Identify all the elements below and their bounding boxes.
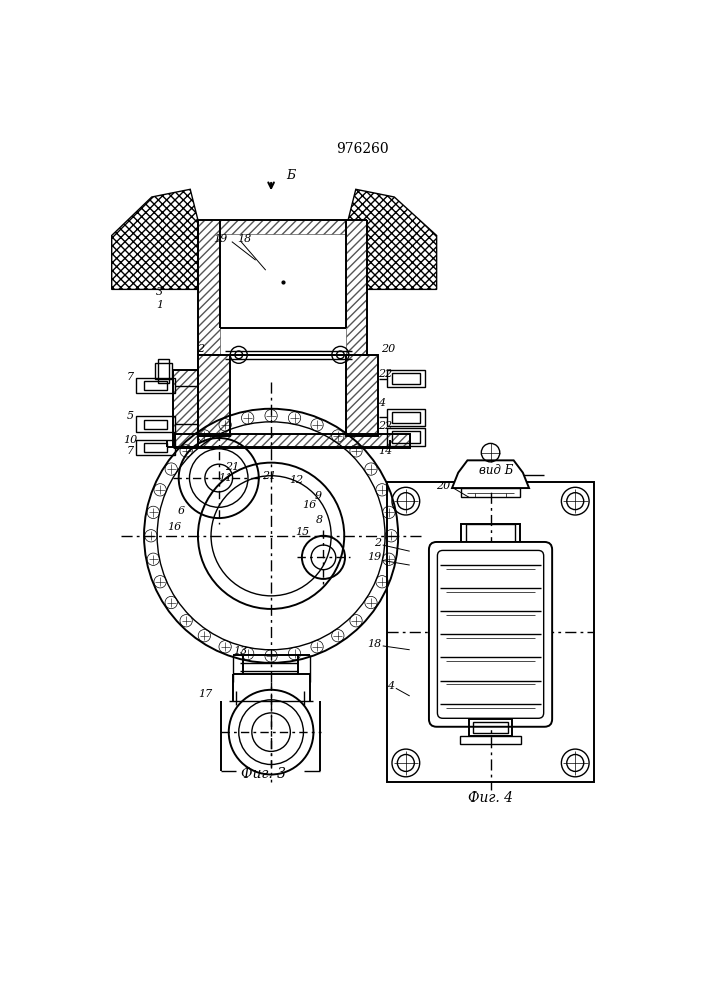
Text: 10: 10 [123, 435, 137, 445]
Text: Б: Б [286, 169, 296, 182]
Bar [387, 482, 595, 782]
Text: 8: 8 [316, 515, 323, 525]
Text: 11: 11 [218, 473, 232, 483]
Text: 12: 12 [289, 475, 303, 485]
Polygon shape [452, 460, 529, 488]
FancyBboxPatch shape [429, 542, 552, 727]
Text: 21: 21 [226, 462, 240, 472]
Text: 2: 2 [374, 538, 381, 548]
Text: 9: 9 [315, 491, 322, 501]
Bar [198, 355, 230, 436]
Text: 7: 7 [127, 372, 134, 382]
Text: 16: 16 [303, 500, 317, 510]
Bar [136, 378, 175, 393]
Text: Фиг. 3: Фиг. 3 [241, 768, 286, 782]
Text: 5: 5 [127, 411, 134, 421]
Text: 4: 4 [387, 681, 395, 691]
Text: вид Б: вид Б [479, 464, 513, 477]
Text: 16: 16 [168, 522, 182, 532]
Bar [461, 524, 520, 551]
Bar [387, 370, 425, 387]
Text: 22: 22 [378, 421, 392, 431]
Bar [460, 736, 521, 744]
Text: 20: 20 [381, 344, 395, 354]
Bar [198, 355, 230, 436]
Text: 15: 15 [296, 527, 310, 537]
Text: 19: 19 [367, 552, 381, 562]
Bar [469, 719, 512, 736]
Bar [136, 440, 175, 455]
Polygon shape [112, 189, 198, 289]
Text: 976260: 976260 [336, 142, 388, 156]
Bar [144, 420, 167, 429]
Bar [173, 434, 198, 448]
Bar [392, 412, 420, 423]
Bar [346, 355, 378, 436]
Text: 3: 3 [156, 287, 163, 297]
Text: 18: 18 [367, 639, 381, 649]
Text: Фиг. 4: Фиг. 4 [468, 791, 513, 805]
Polygon shape [348, 189, 437, 289]
Text: 14: 14 [378, 446, 392, 456]
Bar [155, 363, 172, 379]
Bar [466, 524, 515, 551]
Bar [144, 443, 167, 452]
Bar [392, 373, 420, 384]
Text: 22: 22 [378, 369, 392, 379]
Bar [173, 370, 198, 447]
Text: 13: 13 [233, 646, 247, 656]
Bar [392, 431, 420, 443]
Bar [346, 355, 378, 436]
Text: 19: 19 [213, 234, 227, 244]
Bar [387, 428, 425, 446]
Text: 21: 21 [262, 471, 276, 481]
Text: 1: 1 [156, 300, 163, 310]
Bar [346, 220, 368, 355]
Bar [198, 220, 219, 355]
Bar [461, 488, 520, 497]
Text: 2: 2 [197, 344, 204, 354]
Text: 17: 17 [199, 689, 213, 699]
Text: 18: 18 [238, 234, 252, 244]
Bar [173, 370, 198, 447]
Bar [219, 220, 346, 234]
Text: 4: 4 [378, 398, 385, 408]
Bar [175, 434, 409, 448]
Bar [136, 416, 175, 432]
Text: 6: 6 [177, 506, 185, 516]
Text: 20: 20 [436, 481, 450, 491]
Bar [175, 434, 409, 448]
Bar [387, 409, 425, 426]
Bar [144, 381, 167, 390]
Bar [473, 722, 508, 733]
Text: 7: 7 [127, 446, 134, 456]
Bar [158, 359, 169, 383]
